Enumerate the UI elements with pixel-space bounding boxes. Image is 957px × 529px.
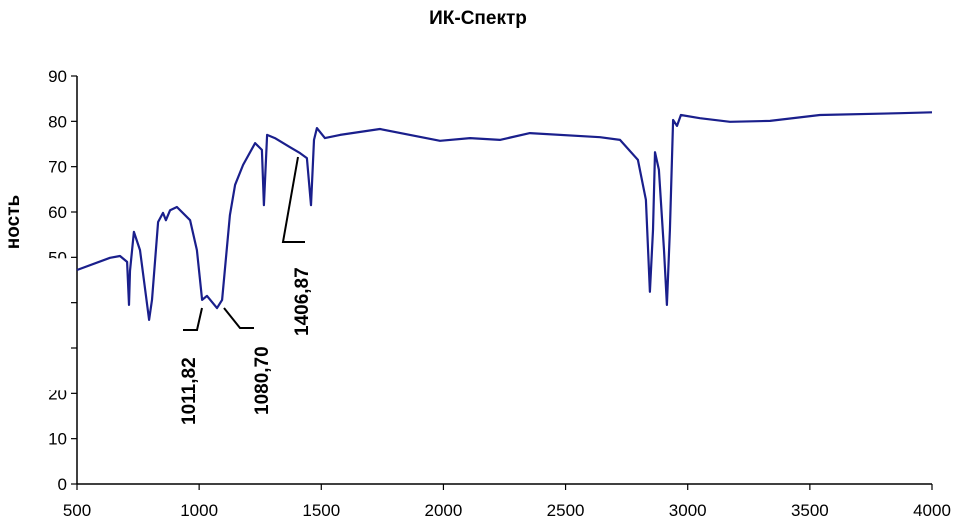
x-tick-label: 1500: [302, 501, 340, 520]
peak-annotations: 1011,82 1080,70 1406,87: [179, 156, 313, 425]
annotation-leader: [183, 307, 203, 331]
x-tick-label: 4000: [913, 501, 951, 520]
annotation-label: 1011,82: [179, 357, 200, 425]
annotation-leader: [281, 156, 305, 243]
y-tick-label: 0: [58, 475, 67, 494]
label-mask: [30, 258, 70, 273]
annotation-label: 1406,87: [292, 267, 313, 336]
y-axis-label: ность: [3, 195, 24, 249]
x-tick-label: 2500: [547, 501, 585, 520]
y-tick-label: 60: [48, 203, 67, 222]
x-tick-label: 2000: [425, 501, 463, 520]
axes: 500 1000 1500 2000 2500 3000 3500 4000010205060…: [30, 67, 951, 520]
y-tick-label: 90: [48, 67, 67, 86]
y-tick-label: 70: [48, 158, 67, 177]
y-tick-label: 10: [48, 430, 67, 449]
x-tick-label: 3500: [791, 501, 829, 520]
annotation-leader: [223, 307, 254, 329]
spectrum-line: [76, 111, 933, 321]
x-tick-label: 1000: [180, 501, 218, 520]
y-tick-label: 80: [48, 112, 67, 131]
chart-title: ИК-Спектр: [429, 8, 527, 29]
x-tick-label: 3000: [669, 501, 707, 520]
label-mask: [30, 379, 70, 391]
x-tick-label: 500: [63, 501, 91, 520]
annotation-label: 1080,70: [252, 346, 273, 415]
